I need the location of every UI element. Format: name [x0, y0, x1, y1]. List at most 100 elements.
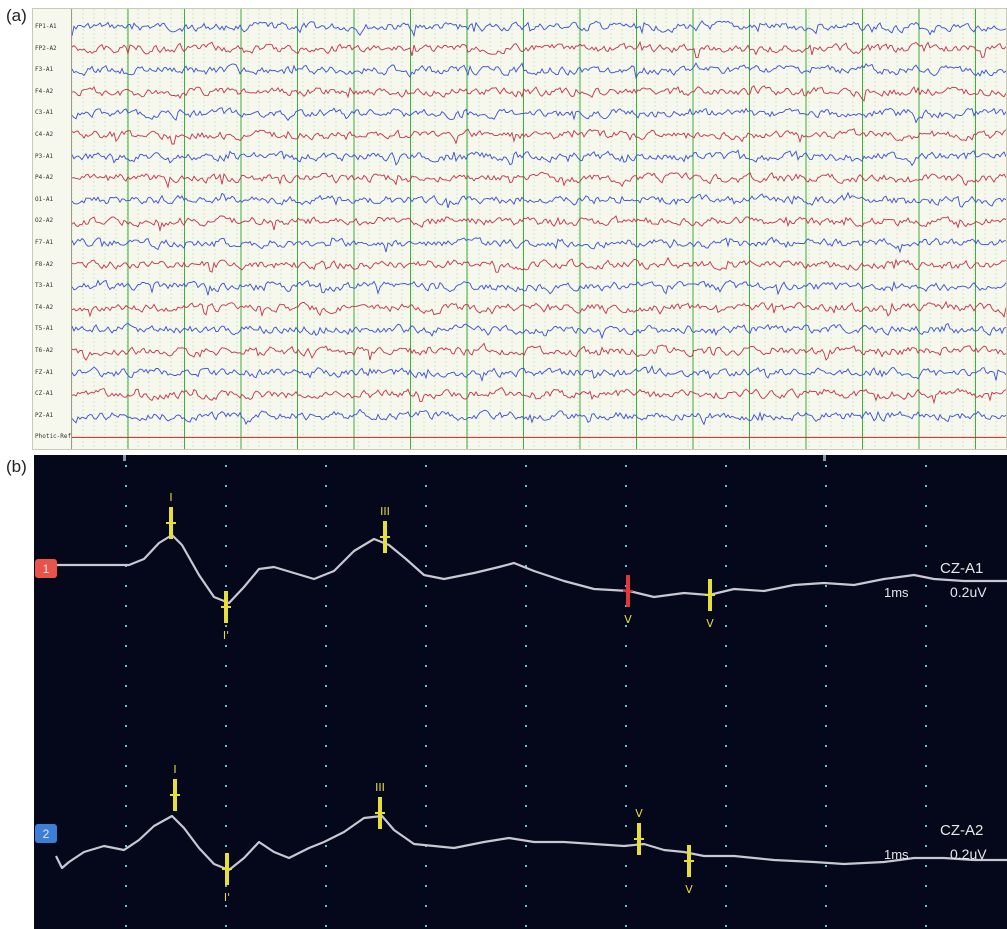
grid-dot — [325, 805, 327, 807]
grid-dot — [925, 705, 927, 707]
grid-dot — [925, 885, 927, 887]
grid-dot — [925, 625, 927, 627]
trace-badge-number: 1 — [43, 562, 50, 576]
grid-dot — [825, 525, 827, 527]
grid-dot — [325, 745, 327, 747]
channel-label: T6-A2 — [35, 347, 54, 354]
grid-dot — [325, 605, 327, 607]
grid-dot — [525, 925, 527, 927]
grid-dot — [625, 685, 627, 687]
grid-dot — [425, 885, 427, 887]
grid-dot — [625, 665, 627, 667]
grid-dot — [925, 645, 927, 647]
peak-marker-label: V — [706, 617, 714, 630]
channel-label-column: FP1-A1 FP2-A2 F3-A1 F4-A2 C3-A1 C4-A2 P3-A1 P4-… — [33, 9, 72, 449]
grid-dot — [325, 725, 327, 727]
peak-marker-label: III — [380, 505, 390, 518]
grid-dot — [725, 745, 727, 747]
trace-amplitude-scale: 0.2uV — [950, 584, 987, 600]
grid-dot — [525, 685, 527, 687]
grid-dot — [325, 565, 327, 567]
channel-label: FP1-A1 — [35, 23, 57, 30]
grid-dot — [525, 905, 527, 907]
grid-dot — [425, 905, 427, 907]
grid-dot — [525, 605, 527, 607]
grid-dot — [525, 785, 527, 787]
grid-dot — [525, 565, 527, 567]
grid-dot — [925, 725, 927, 727]
grid-dot — [225, 805, 227, 807]
eeg-trace — [72, 300, 1006, 318]
grid-dot — [225, 685, 227, 687]
grid-dot — [125, 645, 127, 647]
grid-dot — [225, 505, 227, 507]
grid-dot — [925, 765, 927, 767]
eeg-trace — [72, 408, 1006, 426]
grid-dot — [925, 585, 927, 587]
grid-dot — [325, 485, 327, 487]
eeg-trace — [72, 191, 1006, 209]
grid-dot — [925, 745, 927, 747]
grid-dot — [325, 905, 327, 907]
grid-dot — [725, 825, 727, 827]
grid-dot — [625, 645, 627, 647]
grid-dot — [925, 465, 927, 467]
eeg-trace — [72, 279, 1006, 296]
grid-dot — [525, 825, 527, 827]
grid-dot — [225, 525, 227, 527]
grid-dot — [725, 545, 727, 547]
grid-dot — [425, 545, 427, 547]
eeg-trace — [72, 40, 1006, 59]
grid-dot — [225, 705, 227, 707]
grid-dot — [525, 525, 527, 527]
grid-dot — [525, 585, 527, 587]
grid-dot — [125, 585, 127, 587]
grid-dot — [325, 665, 327, 667]
channel-label: CZ-A1 — [35, 390, 54, 398]
grid-dot — [125, 905, 127, 907]
grid-dot — [125, 865, 127, 867]
grid-dot — [725, 585, 727, 587]
grid-dot — [225, 565, 227, 567]
eeg-trace — [72, 236, 1006, 254]
grid-dot — [425, 865, 427, 867]
grid-dot — [225, 825, 227, 827]
grid-dot — [525, 745, 527, 747]
grid-dot — [525, 765, 527, 767]
channel-label: PZ-A1 — [35, 411, 54, 419]
grid-dot — [825, 765, 827, 767]
grid-dot — [825, 665, 827, 667]
grid-dot — [125, 725, 127, 727]
peak-marker-label: I — [173, 763, 176, 776]
trace-badge[interactable]: 1 — [35, 559, 57, 578]
grid-dot — [625, 545, 627, 547]
grid-dot — [325, 865, 327, 867]
trace-amplitude-scale: 0.2uV — [950, 846, 987, 862]
grid-dot — [625, 785, 627, 787]
grid-dot — [825, 645, 827, 647]
grid-dot — [625, 705, 627, 707]
grid-dot — [125, 545, 127, 547]
channel-label: FZ-A1 — [35, 368, 54, 376]
channel-label: P4-A2 — [35, 174, 54, 182]
grid-dot — [825, 505, 827, 507]
grid-dot — [525, 505, 527, 507]
channel-label: F4-A2 — [35, 87, 54, 95]
evoked-trace — [55, 814, 1007, 872]
grid-dot — [525, 465, 527, 467]
grid-dot — [325, 625, 327, 627]
peak-marker-label: I — [169, 491, 172, 504]
grid-dot — [825, 825, 827, 827]
grid-dot — [825, 785, 827, 787]
evoked-potential-panel: I I' III V V I I' III V V 1 CZ-A1 1ms 0.2uV 2 CZ-A2 1ms 0… — [34, 455, 1007, 929]
grid-tick — [123, 455, 126, 461]
trace-badge[interactable]: 2 — [35, 824, 57, 843]
grid-dot — [325, 705, 327, 707]
grid-dot — [325, 785, 327, 787]
grid-dot — [525, 645, 527, 647]
channel-label: P3-A1 — [35, 152, 54, 160]
grid-dot — [825, 605, 827, 607]
grid-dot — [225, 785, 227, 787]
grid-dot — [125, 745, 127, 747]
grid-dot — [725, 785, 727, 787]
